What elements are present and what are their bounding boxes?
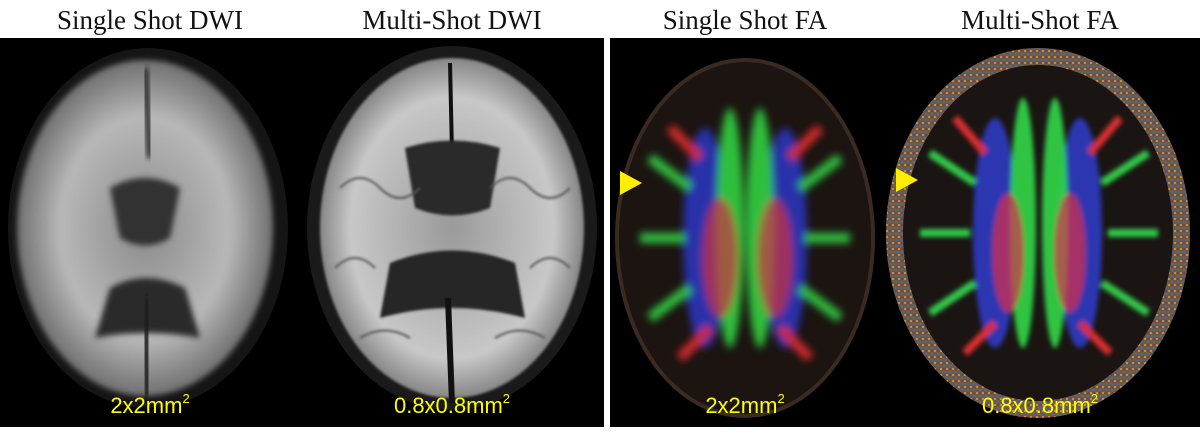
resolution-label: 2x2mm2 [110, 391, 190, 418]
resolution-label: 0.8x0.8mm2 [393, 391, 511, 418]
panel-title-multi-shot-dwi: Multi-Shot DWI [362, 5, 542, 35]
resolution-label: 2x2mm2 [705, 391, 785, 418]
image-multi-shot-dwi: 0.8x0.8mm2 [300, 38, 604, 427]
panel-title-single-shot-fa: Single Shot FA [662, 5, 828, 35]
panel-title-multi-shot-fa: Multi-Shot FA [961, 5, 1119, 35]
arrowhead-marker-icon [620, 171, 642, 195]
panel-title-single-shot-dwi: Single Shot DWI [57, 5, 243, 35]
arrowhead-marker-icon [896, 168, 918, 192]
image-single-shot-fa: 2x2mm2 [610, 38, 880, 427]
resolution-label: 0.8x0.8mm2 [981, 391, 1099, 418]
image-single-shot-dwi: 2x2mm2 [0, 38, 300, 427]
image-multi-shot-fa: 0.8x0.8mm2 [880, 38, 1200, 427]
panel-divider [604, 38, 610, 427]
